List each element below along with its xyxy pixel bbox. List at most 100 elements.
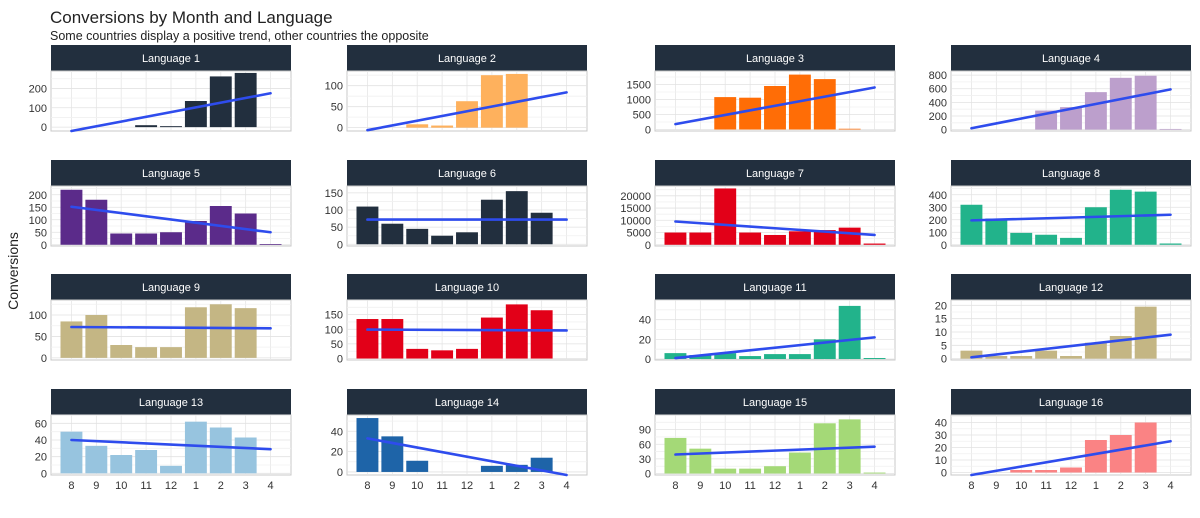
facet-header-label: Language 11 xyxy=(743,282,806,294)
bar xyxy=(135,233,158,245)
y-tick-label: 0 xyxy=(941,240,947,252)
bar xyxy=(160,126,182,128)
y-tick-label: 0 xyxy=(941,468,947,480)
bar xyxy=(1134,306,1157,359)
bar xyxy=(838,128,861,130)
facet-header-label: Language 10 xyxy=(435,282,499,294)
x-tick-label: 4 xyxy=(563,480,569,492)
bar xyxy=(505,191,528,245)
facet-header xyxy=(655,389,895,415)
bar xyxy=(381,223,404,245)
y-tick-label: 150 xyxy=(325,188,343,200)
facet-header-label: Language 6 xyxy=(438,168,496,180)
facet-header-label: Language 12 xyxy=(1039,282,1103,294)
trend-line xyxy=(970,333,1172,359)
y-tick-label: 0 xyxy=(41,240,47,252)
bar xyxy=(110,455,133,474)
bar xyxy=(1010,356,1033,359)
bar xyxy=(160,347,182,358)
bar xyxy=(813,79,836,130)
trend-line xyxy=(970,439,1172,477)
x-tick-label: 9 xyxy=(993,480,999,492)
bar xyxy=(431,125,454,128)
bar xyxy=(135,450,158,474)
bar xyxy=(863,358,886,360)
bar xyxy=(838,305,861,360)
y-tick-label: 30 xyxy=(935,430,947,442)
facet-panel: Language 3 0 500 1000 1500 xyxy=(627,45,896,137)
bar xyxy=(863,472,886,474)
bar xyxy=(85,315,108,358)
trend-line xyxy=(970,213,1172,222)
y-tick-label: 0 xyxy=(941,354,947,366)
bar xyxy=(234,308,257,358)
bar xyxy=(788,354,811,360)
facet-panel: Language 2 0 50 100 xyxy=(325,45,588,135)
bar xyxy=(1010,470,1033,473)
bar xyxy=(209,427,232,474)
bar xyxy=(406,348,429,359)
x-tick-label: 1 xyxy=(1093,480,1099,492)
x-tick-label: 9 xyxy=(697,480,703,492)
x-tick-label: 12 xyxy=(769,480,781,492)
trend-line xyxy=(674,86,876,126)
bar xyxy=(60,189,83,245)
trend-line xyxy=(70,205,272,234)
y-tick-label: 50 xyxy=(35,227,47,239)
facet-header xyxy=(51,45,291,71)
y-tick-label: 60 xyxy=(35,418,47,430)
y-tick-label: 0 xyxy=(41,353,47,365)
x-tick-label: 11 xyxy=(744,480,755,492)
facet-header xyxy=(655,160,895,186)
bar xyxy=(664,353,687,360)
y-tick-label: 15 xyxy=(935,314,947,326)
x-tick-label: 10 xyxy=(115,480,127,492)
y-tick-label: 50 xyxy=(331,102,343,114)
facet-panel: Language 9 0 50 100 xyxy=(29,274,292,365)
trend-line xyxy=(674,336,876,360)
x-tick-label: 10 xyxy=(411,480,423,492)
bar xyxy=(1134,422,1157,473)
y-tick-label: 90 xyxy=(639,425,651,437)
bar xyxy=(1060,467,1082,473)
bar xyxy=(456,348,478,359)
y-tick-label: 20 xyxy=(935,300,947,312)
trend-line xyxy=(674,220,876,237)
facet-panel: Language 11 0 20 40 xyxy=(639,274,896,366)
bar xyxy=(764,354,786,360)
y-tick-label: 0 xyxy=(645,125,651,137)
trend-line xyxy=(70,325,272,330)
bar xyxy=(60,321,83,358)
y-tick-label: 0 xyxy=(337,354,343,366)
bar xyxy=(739,232,762,245)
bar xyxy=(135,125,158,128)
bar xyxy=(838,227,861,245)
x-tick-label: 9 xyxy=(389,480,395,492)
y-tick-label: 60 xyxy=(639,439,651,451)
x-tick-label: 12 xyxy=(165,480,177,492)
y-tick-label: 300 xyxy=(929,202,947,214)
y-tick-label: 0 xyxy=(337,239,343,251)
bar xyxy=(1084,207,1107,245)
y-tick-label: 1500 xyxy=(627,80,651,92)
x-tick-label: 3 xyxy=(243,480,249,492)
y-tick-label: 15000 xyxy=(620,203,651,215)
bar xyxy=(431,350,454,359)
y-tick-label: 0 xyxy=(337,123,343,135)
bar xyxy=(1035,234,1058,245)
bar xyxy=(714,353,737,360)
bar xyxy=(406,460,429,472)
bar xyxy=(1159,128,1182,130)
y-tick-label: 0 xyxy=(337,467,343,479)
y-tick-label: 200 xyxy=(929,215,947,227)
facet-header xyxy=(51,160,291,186)
y-tick-label: 200 xyxy=(929,111,947,123)
y-tick-label: 200 xyxy=(29,190,47,202)
x-tick-label: 1 xyxy=(489,480,495,492)
bar xyxy=(1084,342,1107,359)
facet-header-label: Language 8 xyxy=(1042,168,1100,180)
x-tick-label: 1 xyxy=(193,480,199,492)
